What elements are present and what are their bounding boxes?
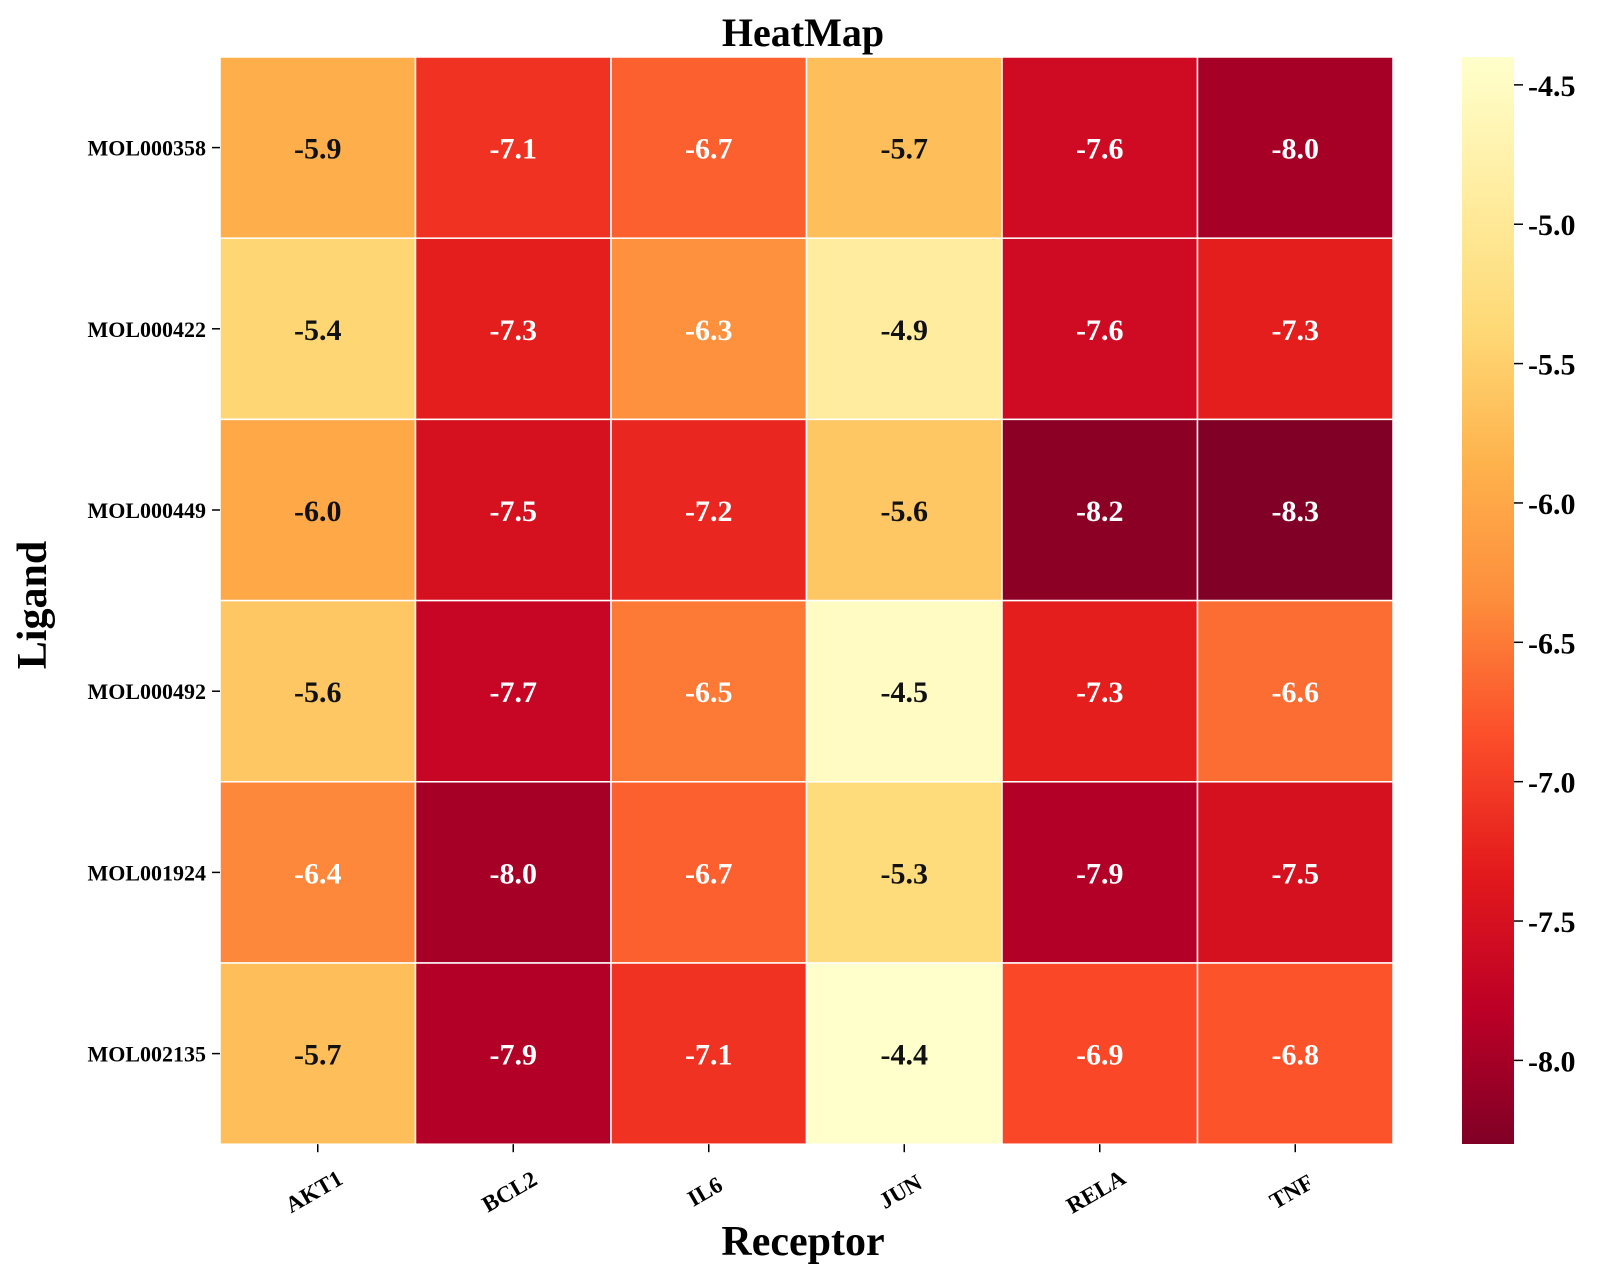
- colorbar-tick-label: -5.0: [1528, 209, 1576, 242]
- heatmap-cell: [1196, 237, 1394, 421]
- heatmap-cell: [805, 781, 1003, 964]
- heatmap-cells: [219, 56, 1394, 1145]
- cell-value-label: -5.3: [881, 857, 929, 890]
- cell-value-label: -5.6: [294, 676, 342, 709]
- heatmap-cell: [1196, 962, 1394, 1145]
- x-tick-label: TNF: [1265, 1169, 1317, 1214]
- cell-value-label: -8.0: [1272, 133, 1320, 166]
- cell-value-label: -6.0: [294, 495, 342, 528]
- cell-value-label: -4.9: [881, 314, 929, 347]
- cell-value-label: -4.5: [881, 676, 929, 709]
- y-axis-ticks: MOL000358 MOL000422 MOL000449 MOL000492 MOL0…: [87, 136, 220, 1067]
- cell-value-label: -5.9: [294, 133, 342, 166]
- colorbar-tick-label: -7.0: [1528, 767, 1576, 800]
- cell-value-label: -5.7: [294, 1039, 342, 1072]
- heatmap-cell: [610, 599, 808, 783]
- cell-value-label: -6.7: [685, 133, 733, 166]
- colorbar-tick-label: -8.0: [1528, 1045, 1576, 1078]
- cell-value-label: -8.0: [490, 857, 538, 890]
- cell-value-label: -6.3: [685, 314, 733, 347]
- cell-value-label: -7.5: [490, 495, 538, 528]
- heatmap-cell: [1001, 599, 1199, 783]
- heatmap-cell: [414, 599, 612, 783]
- cell-value-label: -7.6: [1076, 314, 1124, 347]
- heatmap-cell: [1001, 781, 1199, 964]
- heatmap-cell: [219, 781, 417, 964]
- colorbar-ticks: -4.5 -5.0 -5.5 -6.0 -6.5 -7.0 -7.5 -8.0: [1514, 70, 1576, 1078]
- x-tick-label: RELA: [1062, 1165, 1130, 1219]
- colorbar-tick-label: -6.0: [1528, 488, 1576, 521]
- cell-value-label: -7.2: [685, 495, 733, 528]
- cell-value-label: -8.2: [1076, 495, 1124, 528]
- heatmap-cell: [414, 56, 612, 239]
- colorbar-tick-label: -4.5: [1528, 70, 1576, 103]
- heatmap-cell: [219, 599, 417, 783]
- x-tick-label: BCL2: [478, 1166, 541, 1217]
- heatmap-cell: [610, 418, 808, 602]
- heatmap-cell: [805, 599, 1003, 783]
- heatmap-cell: [1001, 962, 1199, 1145]
- cell-value-label: -6.9: [1076, 1039, 1124, 1072]
- cell-value-label: -8.3: [1272, 495, 1320, 528]
- cell-value-label: -7.3: [490, 314, 538, 347]
- heatmap-cell: [1196, 56, 1394, 239]
- heatmap-cell: [1001, 56, 1199, 239]
- heatmap-cell: [610, 781, 808, 964]
- x-axis-label: Receptor: [721, 1219, 884, 1265]
- heatmap-cell: [414, 418, 612, 602]
- cell-value-label: -4.4: [881, 1039, 929, 1072]
- cell-value-label: -6.4: [294, 857, 342, 890]
- cell-value-label: -7.3: [1272, 314, 1320, 347]
- heatmap-cell: [1196, 599, 1394, 783]
- x-tick-label: AKT1: [281, 1166, 347, 1218]
- x-tick-label: JUN: [875, 1170, 927, 1214]
- cell-value-label: -7.7: [490, 676, 538, 709]
- heatmap-cell: [219, 418, 417, 602]
- y-tick-label: MOL000492: [87, 679, 206, 704]
- colorbar-tick-label: -6.5: [1528, 627, 1576, 660]
- cell-value-label: -7.9: [1076, 857, 1124, 890]
- y-tick-label: MOL000449: [87, 498, 206, 523]
- y-tick-label: MOL002135: [87, 1042, 206, 1067]
- cell-value-label: -6.7: [685, 857, 733, 890]
- x-axis-ticks: AKT1 BCL2 IL6 JUN RELA TNF: [281, 1144, 1318, 1219]
- cell-value-label: -7.3: [1076, 676, 1124, 709]
- cell-value-label: -7.1: [490, 133, 538, 166]
- heatmap-cell: [219, 962, 417, 1145]
- cell-value-label: -7.5: [1272, 857, 1320, 890]
- cell-value-label: -5.6: [881, 495, 929, 528]
- cell-value-label: -5.7: [881, 133, 929, 166]
- cell-value-label: -7.1: [685, 1039, 733, 1072]
- cell-value-label: -5.4: [294, 314, 342, 347]
- heatmap-cell: [805, 237, 1003, 421]
- cell-value-label: -6.8: [1272, 1039, 1320, 1072]
- colorbar-tick-label: -7.5: [1528, 906, 1576, 939]
- heatmap-cell: [1196, 418, 1394, 602]
- heatmap-cell: [1001, 418, 1199, 602]
- heatmap-cell: [805, 418, 1003, 602]
- cell-value-label: -6.6: [1272, 676, 1320, 709]
- heatmap-cell-labels: -5.9 -7.1 -6.7 -5.7 -7.6 -8.0 -5.4 -7.3 -6.3 -4.9…: [294, 133, 1319, 1072]
- y-tick-label: MOL001924: [87, 860, 206, 885]
- chart-title: HeatMap: [722, 10, 884, 55]
- colorbar: [1462, 57, 1514, 1144]
- y-tick-label: MOL000358: [87, 136, 206, 161]
- heatmap-cell: [414, 237, 612, 421]
- cell-value-label: -6.5: [685, 676, 733, 709]
- heatmap-cell: [805, 56, 1003, 239]
- cell-value-label: -7.9: [490, 1039, 538, 1072]
- heatmap-cell: [1196, 781, 1394, 964]
- y-axis-label: Ligand: [10, 541, 56, 669]
- colorbar-tick-label: -5.5: [1528, 349, 1576, 382]
- y-tick-label: MOL000422: [87, 317, 206, 342]
- heatmap-cell: [219, 56, 417, 239]
- cell-value-label: -7.6: [1076, 133, 1124, 166]
- heatmap-cell: [610, 56, 808, 239]
- x-tick-label: IL6: [683, 1172, 727, 1212]
